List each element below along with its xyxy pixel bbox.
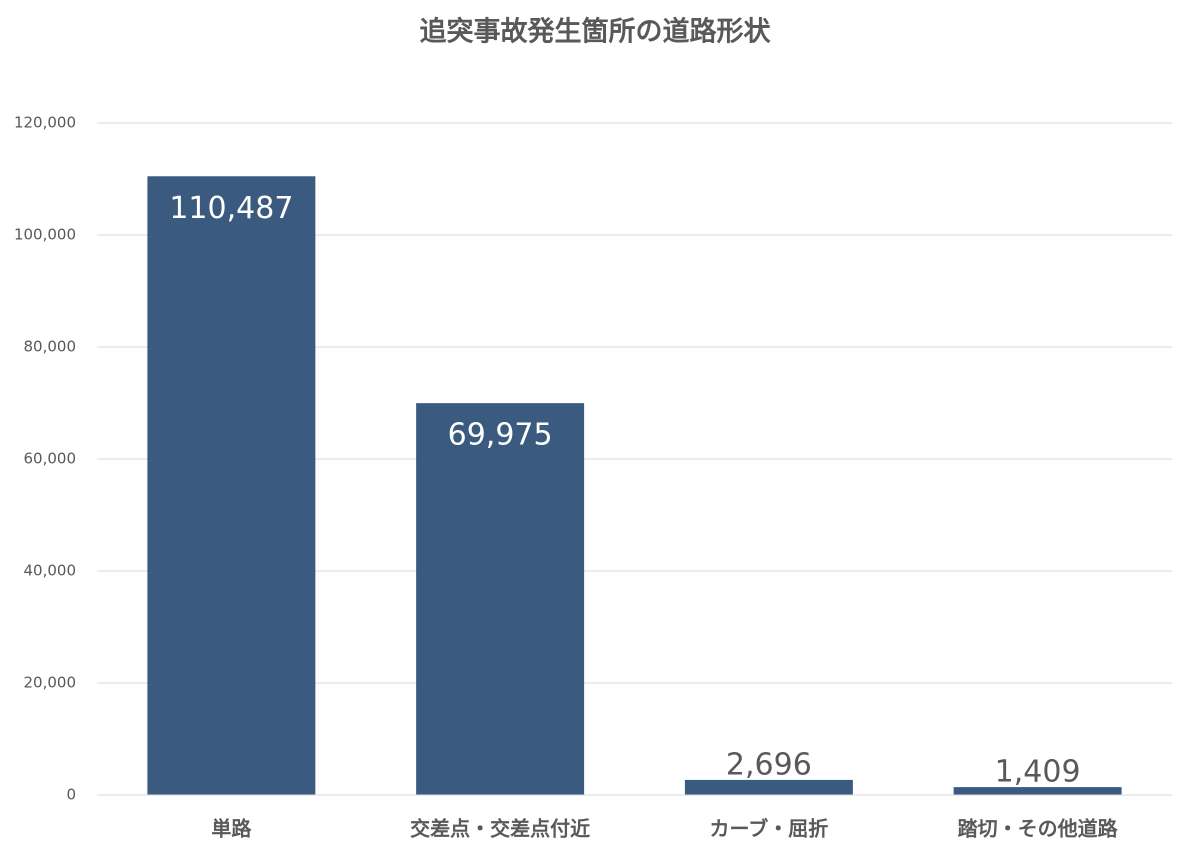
y-tick-label: 60,000 [24, 450, 77, 468]
x-tick-label: 単路 [211, 817, 252, 841]
y-tick-label: 120,000 [14, 114, 76, 132]
data-label: 69,975 [448, 418, 553, 453]
data-label: 1,409 [995, 755, 1081, 790]
y-tick-label: 80,000 [24, 338, 77, 356]
bar [684, 779, 853, 795]
bar [147, 176, 316, 795]
y-tick-label: 40,000 [24, 562, 77, 580]
y-tick-label: 20,000 [24, 674, 77, 692]
bar [953, 787, 1122, 795]
x-tick-label: カーブ・屈折 [709, 817, 828, 841]
chart-title: 追突事故発生箇所の道路形状 [420, 16, 772, 48]
data-label: 110,487 [169, 191, 293, 226]
y-tick-label: 100,000 [14, 226, 76, 244]
data-label: 2,696 [726, 747, 812, 782]
x-tick-label: 交差点・交差点付近 [410, 817, 590, 841]
y-tick-label: 0 [66, 786, 76, 804]
x-tick-label: 踏切・その他道路 [958, 817, 1119, 841]
bar [416, 403, 585, 795]
